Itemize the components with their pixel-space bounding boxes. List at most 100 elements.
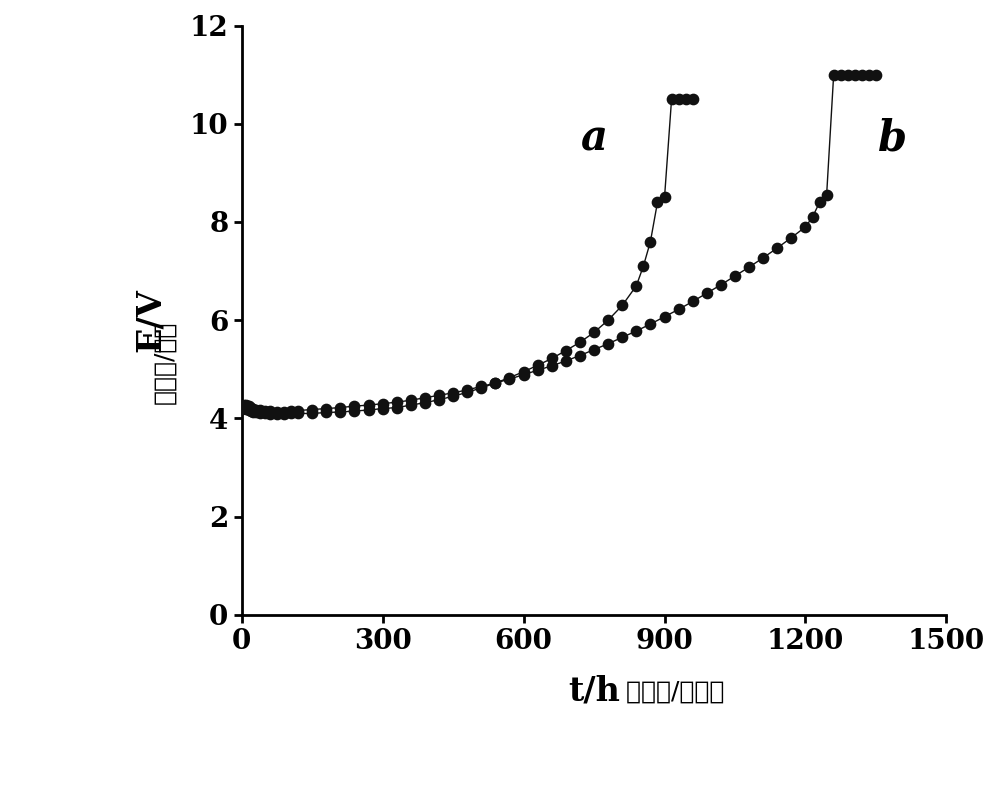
Point xyxy=(241,400,257,413)
Point xyxy=(276,408,292,421)
Point xyxy=(431,389,447,402)
Point xyxy=(642,235,658,248)
Point xyxy=(487,377,503,389)
Point xyxy=(600,337,616,350)
Point xyxy=(238,402,254,415)
Point xyxy=(783,231,799,244)
Point xyxy=(516,365,532,378)
Point xyxy=(403,393,419,406)
Point xyxy=(558,355,574,368)
Point xyxy=(614,299,630,312)
Point xyxy=(234,402,250,415)
Point xyxy=(283,407,299,420)
Text: b: b xyxy=(878,117,907,159)
Point xyxy=(671,93,687,106)
Text: （时间/小时）: （时间/小时） xyxy=(594,680,724,704)
Point xyxy=(276,405,292,418)
Point xyxy=(269,408,285,421)
Point xyxy=(389,401,405,414)
Point xyxy=(530,364,546,377)
Point xyxy=(572,349,588,362)
Point xyxy=(649,196,665,208)
Point xyxy=(657,191,673,204)
Point xyxy=(805,211,821,224)
Point xyxy=(252,407,268,420)
Point xyxy=(238,398,254,411)
Point xyxy=(318,402,334,415)
Point xyxy=(417,396,433,409)
Point xyxy=(854,68,870,81)
Point xyxy=(755,251,771,264)
Point xyxy=(487,377,503,389)
Point xyxy=(685,93,701,106)
Point xyxy=(572,336,588,349)
Point xyxy=(262,405,278,418)
Point xyxy=(236,398,252,411)
Point xyxy=(741,261,757,274)
Point xyxy=(361,403,377,416)
Point xyxy=(332,401,348,414)
Point xyxy=(417,391,433,404)
Point xyxy=(245,406,261,419)
Point xyxy=(516,368,532,381)
Point xyxy=(252,403,268,416)
Point xyxy=(840,68,856,81)
Point xyxy=(826,68,842,81)
Point xyxy=(245,402,261,415)
Point xyxy=(628,280,644,292)
Point xyxy=(727,270,743,283)
Point xyxy=(861,68,877,81)
Point xyxy=(431,393,447,406)
Point xyxy=(290,407,306,420)
Point xyxy=(628,325,644,338)
Point xyxy=(614,331,630,344)
Point xyxy=(769,242,785,255)
Point xyxy=(558,344,574,357)
Point xyxy=(819,188,835,201)
Point xyxy=(290,404,306,417)
Point xyxy=(642,318,658,330)
Point xyxy=(361,398,377,411)
Point xyxy=(318,406,334,419)
Point xyxy=(375,402,391,415)
Point xyxy=(257,404,273,417)
Point xyxy=(257,407,273,420)
Point xyxy=(812,196,828,208)
Point xyxy=(657,310,673,323)
Point xyxy=(713,278,729,291)
Point xyxy=(501,372,517,385)
Point xyxy=(664,93,680,106)
Point xyxy=(847,68,863,81)
Point xyxy=(262,408,278,421)
Text: （电位/伏）: （电位/伏） xyxy=(124,320,176,403)
Text: a: a xyxy=(581,117,608,159)
Point xyxy=(346,400,362,413)
Point xyxy=(236,401,252,414)
Point xyxy=(586,326,602,339)
Point xyxy=(671,303,687,316)
Point xyxy=(346,405,362,418)
Point xyxy=(473,381,489,394)
Point xyxy=(304,403,320,416)
Point xyxy=(797,221,813,234)
Point xyxy=(234,400,250,413)
Point xyxy=(332,406,348,419)
Point xyxy=(473,380,489,393)
Point xyxy=(459,386,475,399)
Point xyxy=(459,384,475,397)
Point xyxy=(241,403,257,416)
Point xyxy=(544,352,560,365)
Point xyxy=(283,405,299,418)
Text: t/h: t/h xyxy=(568,675,620,708)
Point xyxy=(530,359,546,372)
Point xyxy=(600,314,616,326)
Point xyxy=(678,93,694,106)
Point xyxy=(248,403,264,416)
Point xyxy=(635,259,651,272)
Point xyxy=(868,68,884,81)
Point xyxy=(586,343,602,356)
Point xyxy=(544,360,560,372)
Point xyxy=(445,389,461,402)
Point xyxy=(304,407,320,420)
Point xyxy=(375,398,391,410)
